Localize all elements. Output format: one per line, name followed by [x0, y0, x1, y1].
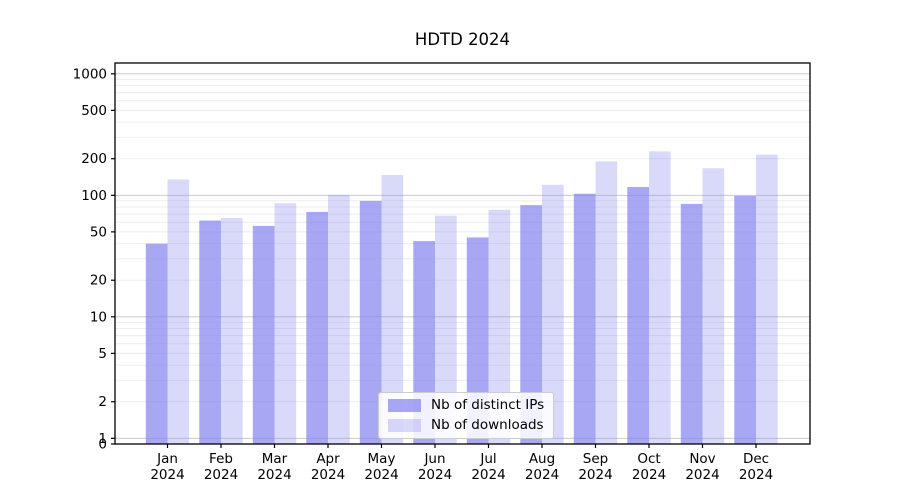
chart-title: HDTD 2024 — [414, 30, 511, 49]
y-tick-label: 2 — [98, 394, 107, 410]
y-tick-label: 50 — [90, 224, 107, 240]
y-tick-label: 20 — [90, 273, 107, 289]
x-tick-label-month: Sep — [583, 451, 608, 467]
y-tick-label: 1000 — [73, 66, 107, 82]
bar-downloads-mar — [274, 203, 297, 444]
x-tick-label-month: Jul — [479, 451, 496, 467]
bar-distinct-ips-may — [359, 200, 382, 444]
legend-item-distinct-ips: Nb of distinct IPs — [388, 397, 544, 413]
x-tick-label-year: 2024 — [525, 467, 559, 483]
x-tick-label-year: 2024 — [311, 467, 345, 483]
legend-swatch-downloads — [388, 418, 421, 432]
bar-distinct-ips-oct — [627, 187, 649, 444]
x-tick-label-year: 2024 — [364, 467, 398, 483]
bar-downloads-may — [381, 174, 404, 444]
y-tick-label: 5 — [98, 346, 107, 362]
x-tick-label-month: Oct — [637, 451, 660, 467]
y-tick-label: 200 — [81, 151, 107, 167]
y-tick-label: 100 — [81, 188, 107, 204]
bar-distinct-ips-dec — [734, 195, 756, 444]
x-tick-label-year: 2024 — [150, 467, 184, 483]
bar-downloads-apr — [328, 194, 350, 444]
bar-downloads-jun — [435, 215, 457, 444]
x-tick-label-month: Aug — [529, 451, 555, 467]
x-tick-label-month: Nov — [689, 451, 715, 467]
bar-distinct-ips-mar — [252, 225, 275, 444]
bar-distinct-ips-apr — [306, 211, 328, 444]
x-tick-label-year: 2024 — [257, 467, 291, 483]
legend-swatch-distinct-ips — [388, 398, 421, 412]
y-tick-label: 0 — [98, 437, 107, 453]
x-tick-label-year: 2024 — [685, 467, 719, 483]
bar-distinct-ips-sep — [573, 193, 596, 444]
y-tick-label: 10 — [90, 309, 107, 325]
axes-frame — [114, 62, 811, 445]
x-tick-label-year: 2024 — [418, 467, 452, 483]
x-tick-label-month: Apr — [316, 451, 340, 467]
x-tick-label-month: Dec — [743, 451, 769, 467]
x-tick-label-year: 2024 — [204, 467, 238, 483]
x-tick-label-month: Jan — [156, 451, 178, 467]
bar-downloads-sep — [595, 161, 618, 444]
x-tick-label-month: Mar — [262, 451, 288, 467]
x-tick-label-year: 2024 — [471, 467, 505, 483]
x-tick-label-year: 2024 — [632, 467, 666, 483]
bar-distinct-ips-jan — [145, 243, 168, 444]
y-tick-label: 500 — [81, 103, 107, 119]
bar-downloads-jul — [488, 209, 511, 444]
bar-distinct-ips-aug — [520, 205, 542, 444]
legend-item-downloads: Nb of downloads — [388, 417, 544, 433]
bar-downloads-dec — [756, 154, 778, 444]
bar-downloads-feb — [221, 218, 243, 444]
bar-downloads-jan — [167, 179, 190, 444]
y-tick-label: 1 — [98, 431, 107, 447]
x-tick-label-year: 2024 — [578, 467, 612, 483]
bar-distinct-ips-nov — [680, 203, 703, 444]
x-tick-label-month: Jun — [423, 451, 445, 467]
bar-downloads-aug — [542, 184, 564, 444]
bar-downloads-nov — [702, 168, 725, 445]
legend-label-distinct-ips: Nb of distinct IPs — [431, 397, 545, 413]
x-tick-label-month: May — [368, 451, 396, 467]
legend: Nb of distinct IPs Nb of downloads — [378, 392, 555, 439]
bar-distinct-ips-feb — [199, 220, 221, 444]
x-tick-label-year: 2024 — [739, 467, 773, 483]
legend-label-downloads: Nb of downloads — [431, 417, 544, 433]
x-tick-label-month: Feb — [209, 451, 233, 467]
bar-downloads-oct — [649, 151, 671, 444]
